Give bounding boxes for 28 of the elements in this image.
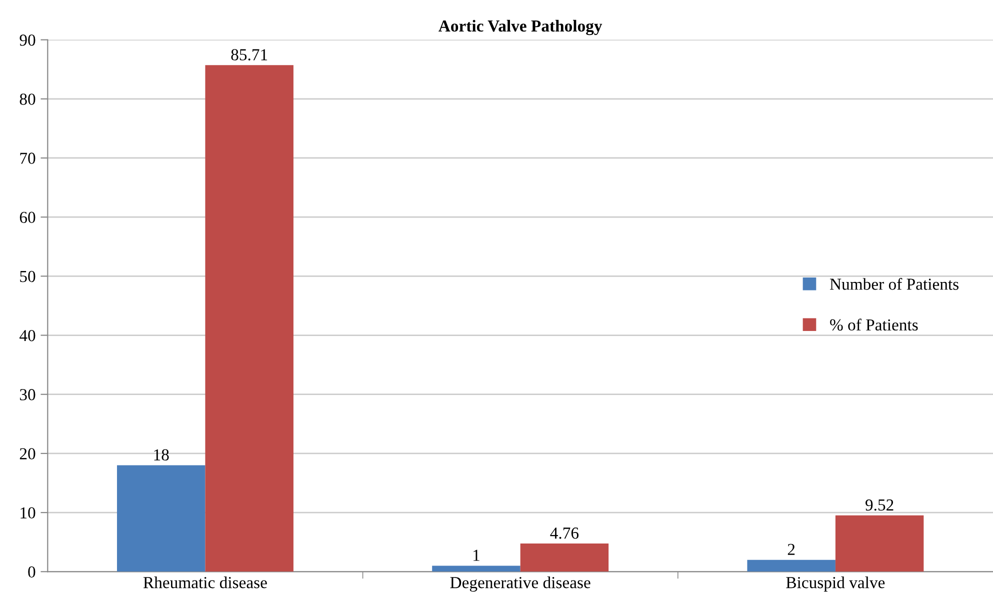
y-tick-label: 70 — [20, 152, 36, 164]
x-tick-label: Bicuspid valve — [786, 576, 885, 592]
data-label: 85.71 — [231, 49, 268, 60]
x-tick-label: Rheumatic disease — [143, 576, 267, 588]
bar — [205, 65, 294, 572]
chart-title: Aortic Valve Pathology — [438, 20, 602, 36]
data-label: 1 — [474, 550, 480, 561]
bar — [116, 465, 206, 572]
legend-label: Number of Patients — [830, 278, 958, 290]
data-label: 2 — [788, 544, 795, 555]
y-tick-label: 30 — [20, 389, 36, 400]
y-tick-label: 10 — [20, 507, 36, 518]
y-tick-label: 50 — [20, 270, 36, 282]
y-tick-label: 80 — [20, 94, 36, 105]
data-label: 18 — [154, 449, 169, 460]
data-label: 9.52 — [866, 499, 894, 511]
y-tick-label: 40 — [20, 330, 36, 342]
bar — [835, 515, 924, 572]
bar — [520, 544, 609, 572]
y-tick-label: 90 — [20, 34, 36, 46]
data-label: 4.76 — [550, 528, 579, 539]
y-tick-label: 0 — [28, 566, 36, 578]
x-tick-label: Degenerative disease — [450, 576, 590, 592]
legend-label: % of Patients — [830, 318, 918, 331]
bar — [747, 560, 836, 572]
y-tick-label: 60 — [20, 212, 36, 224]
y-tick-label: 20 — [20, 448, 36, 460]
bar — [432, 566, 520, 572]
